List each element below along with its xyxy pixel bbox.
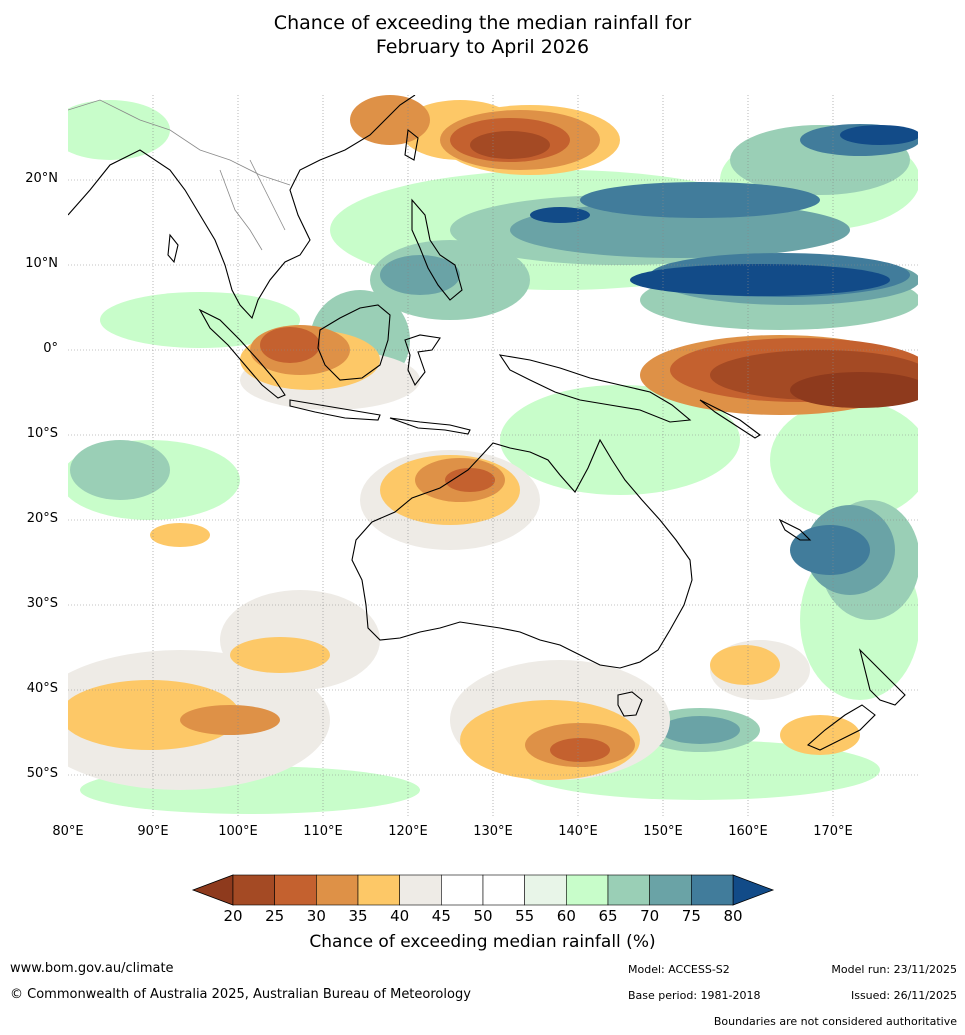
- map-title-line2: February to April 2026: [375, 36, 590, 58]
- colorbar-under-arrow: [191, 874, 234, 906]
- colorbar-segment: [524, 874, 567, 906]
- colorbar-segment: [691, 874, 734, 906]
- colorbar-tick-label: 45: [431, 907, 451, 925]
- lon-label-130e: 130°E: [473, 824, 513, 839]
- java-outline: [289, 399, 381, 421]
- colorbar-segment: [399, 874, 442, 906]
- footer-copyright: © Commonwealth of Australia 2025, Austra…: [10, 987, 471, 1002]
- philippines-outline: [411, 198, 463, 301]
- lat-label-10s: 10°S: [26, 426, 58, 441]
- new-caledonia-outline: [778, 518, 812, 541]
- colorbar-segment: [274, 874, 317, 906]
- colorbar-segment: [357, 874, 400, 906]
- solomon-islands-outline: [699, 399, 761, 439]
- colorbar-segment: [607, 874, 650, 906]
- colorbar-tick-label: 20: [223, 907, 243, 925]
- lat-label-20n: 20°N: [25, 171, 58, 186]
- colorbar-tick-label: 65: [598, 907, 618, 925]
- tasmania-outline: [617, 691, 643, 717]
- footer-issued: Issued: 26/11/2025: [850, 989, 957, 1002]
- colorbar-tick-label: 55: [515, 907, 535, 925]
- colorbar-segment: [316, 874, 359, 906]
- lon-label-90e: 90°E: [137, 824, 169, 839]
- footer-website: www.bom.gov.au/climate: [10, 961, 174, 976]
- sri-lanka-outline: [167, 233, 179, 264]
- sulawesi-outline: [404, 334, 441, 387]
- lesser-sunda-outline: [389, 417, 471, 435]
- lat-label-0: 0°: [43, 341, 58, 356]
- colorbar-title: Chance of exceeding median rainfall (%): [309, 932, 656, 952]
- colorbar-tick-label: 75: [681, 907, 701, 925]
- colorbar-tick-label: 25: [265, 907, 285, 925]
- footer-disclaimer: Boundaries are not considered authoritat…: [713, 1015, 957, 1028]
- colorbar-tick-label: 70: [640, 907, 660, 925]
- map-title-line1: Chance of exceeding the median rainfall …: [273, 12, 692, 34]
- colorbar-over-arrow: [732, 874, 775, 906]
- coastlines: [68, 95, 906, 751]
- footer-base-period: Base period: 1981-2018: [628, 989, 761, 1002]
- borneo-outline: [317, 304, 391, 381]
- lat-label-30s: 30°S: [26, 596, 58, 611]
- colorbar-tick-label: 35: [348, 907, 368, 925]
- lat-label-20s: 20°S: [26, 511, 58, 526]
- lon-label-100e: 100°E: [218, 824, 258, 839]
- colorbar: [191, 874, 775, 906]
- colorbar-segment: [232, 874, 275, 906]
- nz-south-island-outline: [806, 704, 876, 751]
- country-borders: [68, 99, 291, 251]
- colorbar-segment: [441, 874, 484, 906]
- lon-label-140e: 140°E: [558, 824, 598, 839]
- australia-outline: [351, 438, 693, 669]
- asia-mainland-outline: [68, 95, 416, 320]
- lat-label-40s: 40°S: [26, 681, 58, 696]
- lat-label-50s: 50°S: [26, 766, 58, 781]
- nz-north-island-outline: [858, 648, 906, 706]
- lon-label-80e: 80°E: [52, 824, 84, 839]
- colorbar-tick-label: 40: [390, 907, 410, 925]
- graticule: [68, 95, 918, 817]
- lon-label-110e: 110°E: [303, 824, 343, 839]
- colorbar-tick-label: 80: [723, 907, 743, 925]
- colorbar-segment: [649, 874, 692, 906]
- field-above-80: [530, 125, 918, 296]
- colorbar-segment: [566, 874, 609, 906]
- colorbar-segment: [482, 874, 525, 906]
- sumatra-outline: [198, 308, 286, 399]
- lon-label-160e: 160°E: [728, 824, 768, 839]
- lon-label-120e: 120°E: [388, 824, 428, 839]
- field-below-20: [790, 372, 918, 408]
- taiwan-outline: [404, 128, 419, 161]
- footer-model: Model: ACCESS-S2: [628, 963, 730, 976]
- lon-label-150e: 150°E: [643, 824, 683, 839]
- lat-label-10n: 10°N: [25, 256, 58, 271]
- colorbar-tick-label: 60: [556, 907, 576, 925]
- lon-label-170e: 170°E: [813, 824, 853, 839]
- new-guinea-outline: [498, 354, 692, 423]
- colorbar-tick-label: 50: [473, 907, 493, 925]
- footer-model-run: Model run: 23/11/2025: [831, 963, 957, 976]
- colorbar-tick-label: 30: [306, 907, 326, 925]
